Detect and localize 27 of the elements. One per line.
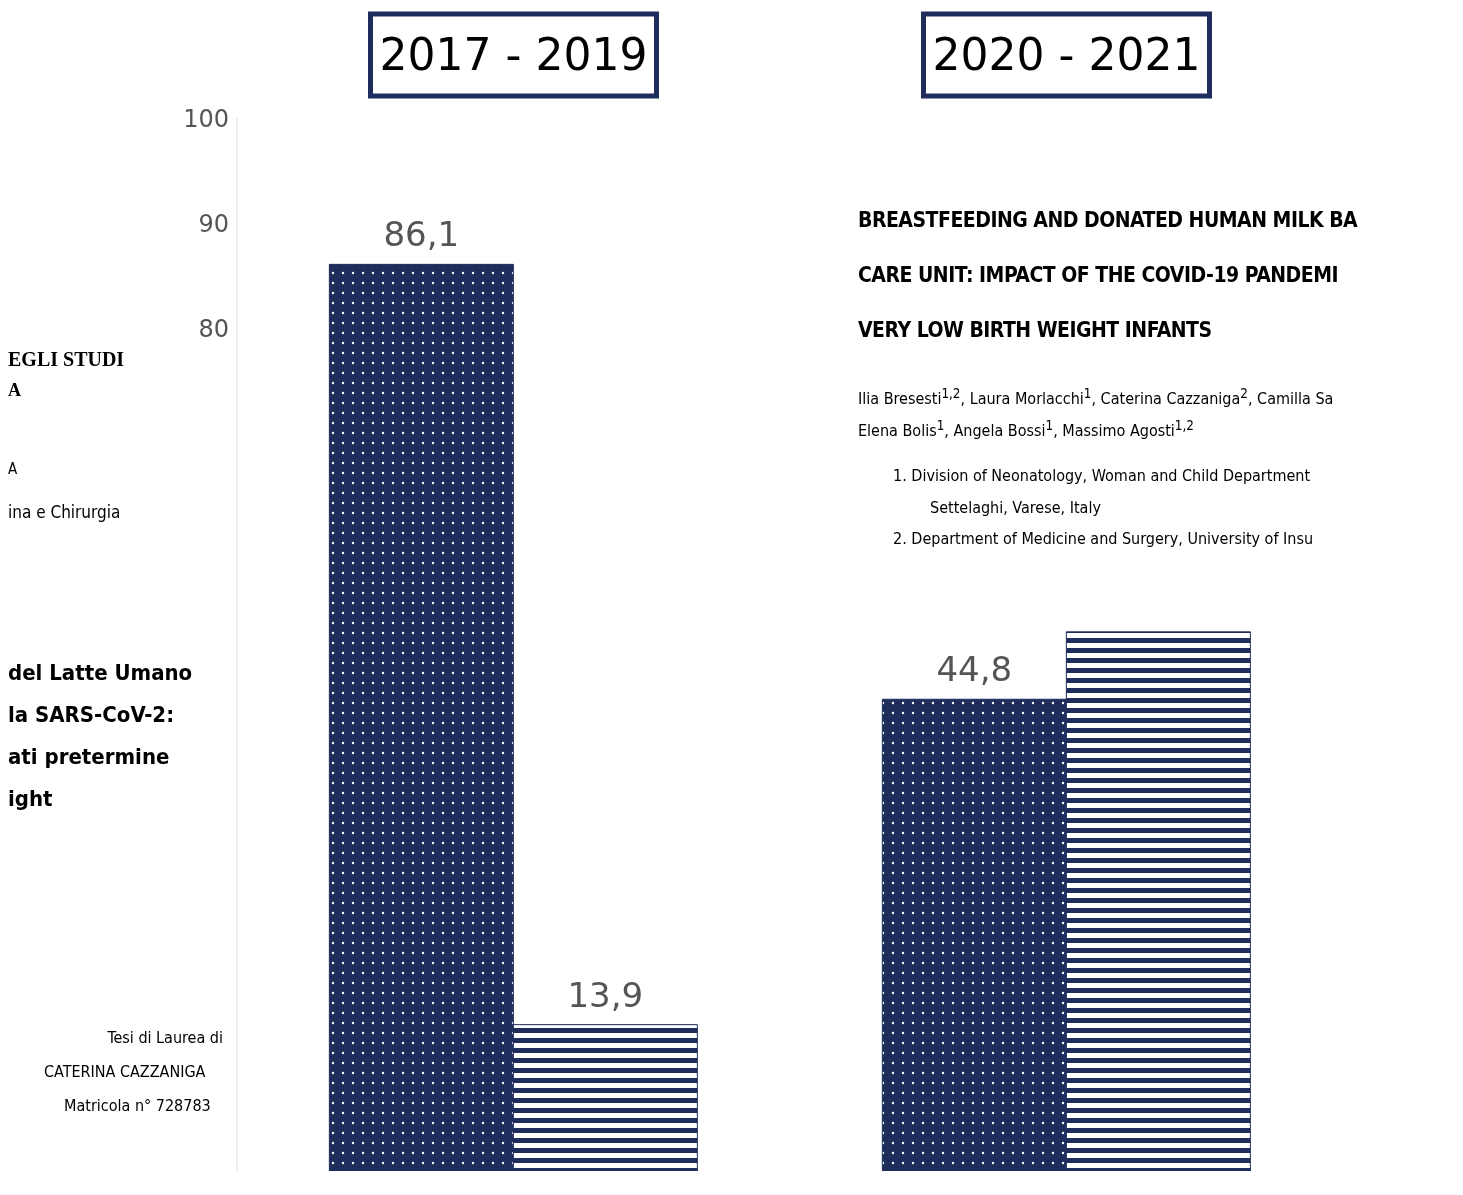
annotation: 1. Division of Neonatology, Woman and Child Department [893,466,1311,485]
y-tick-label: 100 [183,104,229,133]
text: EGLI STUDI [8,348,125,371]
annotation: CARE UNIT: IMPACT OF THE COVID-19 PANDEMI [858,263,1339,287]
annotation: VERY LOW BIRTH WEIGHT INFANTS [858,318,1212,342]
text: ati pretermine [8,744,170,769]
annotation: BREASTFEEDING AND DONATED HUMAN MILK BA [858,208,1358,232]
text: CATERINA CAZZANIGA [44,1062,206,1081]
annotation: Ilia Bresesti$^{1,2}$, Laura Morlacchi$^{1}$, Caterina Cazzaniga$^{2}$, Camilla Sa [858,386,1334,409]
text: ina e Chirurgia [8,502,121,522]
text: del Latte Umano [8,660,193,685]
text: Matricola n° 728783 [64,1096,211,1115]
text: la SARS-CoV-2: [8,702,175,727]
y-tick-label: 90 [198,209,229,238]
text: A [8,460,18,478]
data-label: 13,9 [567,974,644,1015]
x-tick-label: 2020 - 2021 [932,29,1201,80]
data-label: 86,1 [383,214,460,255]
annotation: 2. Department of Medicine and Surgery, University of Insu [893,529,1314,548]
y-tick-label: 80 [198,315,229,344]
text: A [8,380,21,401]
data-label: 44,8 [936,649,1013,690]
annotation: Settelaghi, Varese, Italy [930,498,1101,517]
x-tick-label: 2017 - 2019 [379,29,648,80]
annotation: Elena Bolis$^{1}$, Angela Bossi$^{1}$, Massimo Agosti$^{1,2}$ [858,418,1194,441]
text: ight [8,786,53,811]
text: Tesi di Laurea di [106,1028,223,1047]
